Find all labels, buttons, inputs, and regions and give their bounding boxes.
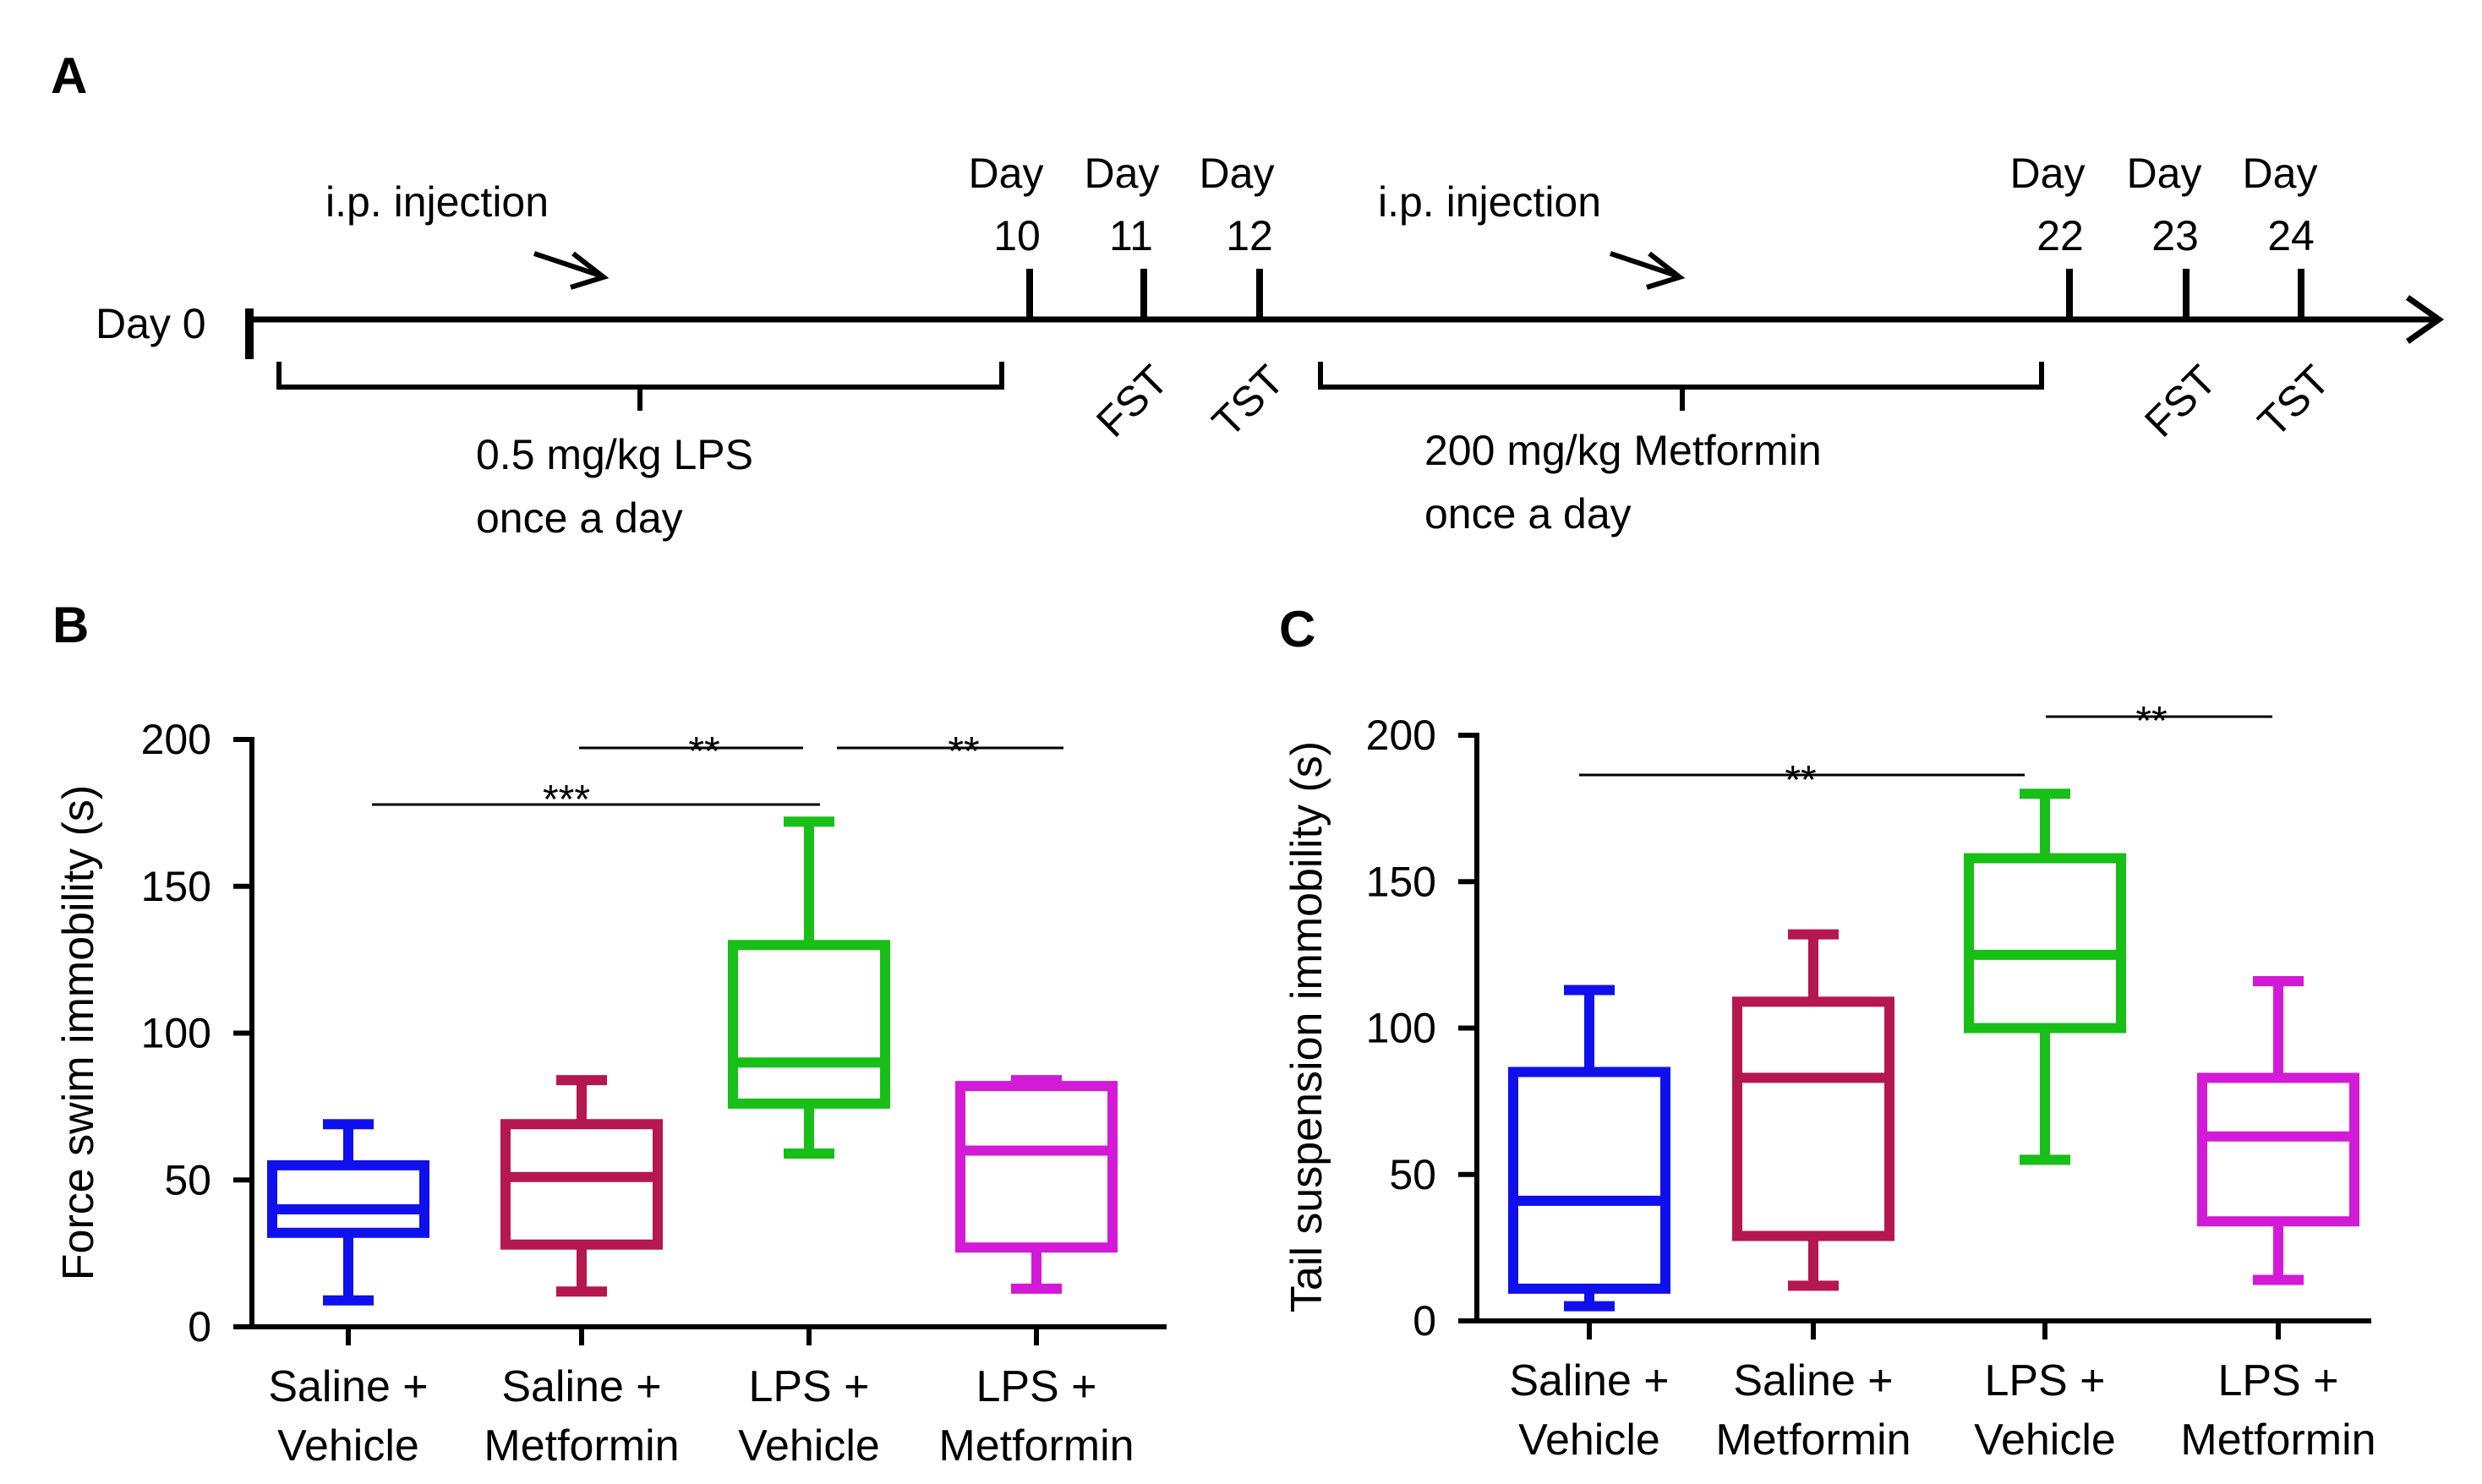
test-label-tst-2: TST (2249, 356, 2338, 445)
box-iqr (955, 1081, 1118, 1253)
box-iqr (1508, 1067, 1670, 1294)
day-label-number: 23 (2151, 212, 2199, 259)
day-label-number: 10 (993, 212, 1041, 259)
injection-arrow-metformin (1610, 251, 1686, 290)
x-tick-label: Vehicle (277, 1421, 419, 1470)
x-tick-label: Saline + (501, 1362, 661, 1411)
injection-label-lps: i.p. injection (325, 178, 549, 226)
x-tick-label: LPS + (1984, 1356, 2105, 1405)
box-saline-vehicle (267, 1119, 429, 1306)
y-tick-label: 100 (1366, 1005, 1436, 1052)
y-tick-label: 0 (1413, 1297, 1436, 1345)
box-iqr (500, 1119, 663, 1250)
x-tick-label: Metformin (1715, 1416, 1911, 1465)
timeline-arrowhead (2405, 295, 2445, 344)
panel-label-c: C (1279, 601, 1315, 657)
x-tick-label: Vehicle (1974, 1416, 2116, 1465)
y-tick-label: 150 (141, 863, 211, 910)
day-label-top: Day (969, 150, 1044, 197)
x-tick-label: Metformin (938, 1421, 1134, 1470)
box-lps-vehicle (1964, 788, 2126, 1165)
box-lps-vehicle (728, 816, 890, 1159)
bracket-lps (276, 362, 1004, 390)
treatment-metformin-dose: 200 mg/kg Metformin (1424, 427, 1822, 474)
x-tick-label: Vehicle (738, 1421, 880, 1470)
treatment-metformin-frequency: once a day (1424, 490, 1632, 537)
day-label-top: Day (2010, 150, 2086, 197)
panel-label-b: B (52, 597, 89, 653)
bracket-metformin (1318, 362, 2044, 390)
box-iqr (267, 1159, 429, 1238)
panel-label-a: A (51, 47, 87, 104)
day-label-top: Day (2127, 150, 2202, 197)
box-iqr (2197, 1072, 2359, 1227)
significance-label: ** (2135, 699, 2167, 744)
box-saline-metformin (500, 1075, 663, 1297)
box-iqr (1732, 996, 1894, 1241)
significance-label: ** (1785, 758, 1816, 803)
significance-label: ** (948, 729, 979, 774)
x-tick-label: LPS + (2217, 1356, 2338, 1405)
treatment-lps-frequency: once a day (476, 494, 683, 542)
treatment-lps-dose: 0.5 mg/kg LPS (476, 431, 753, 478)
x-tick-label: Vehicle (1518, 1416, 1660, 1465)
injection-label-metformin: i.p. injection (1378, 178, 1601, 226)
box-iqr (728, 940, 890, 1109)
y-tick-label: 50 (164, 1156, 211, 1203)
x-tick-label: Metformin (2180, 1416, 2375, 1465)
chart-force-swim: B Force swim immobility (s) 0 50 100 150 200 S… (52, 597, 1167, 1470)
injection-arrow-lps (533, 251, 610, 290)
y-tick-label: 200 (1366, 712, 1436, 759)
x-tick-label: Saline + (268, 1362, 428, 1411)
day-label-number: 11 (1109, 212, 1153, 259)
day-label-number: 24 (2267, 212, 2315, 259)
significance-label: ** (688, 729, 719, 774)
test-label-fst-2: FST (2135, 356, 2225, 445)
timeline-start-label: Day 0 (96, 300, 206, 347)
x-tick-label: Saline + (1733, 1356, 1893, 1405)
x-tick-label: Saline + (1509, 1356, 1669, 1405)
y-tick-label: 50 (1389, 1151, 1436, 1198)
day-label-number: 22 (2036, 212, 2084, 259)
day-label-top: Day (2243, 150, 2318, 197)
box-lps-metformin (955, 1075, 1118, 1294)
day-label-number: 12 (1226, 212, 1273, 259)
significance-label: *** (543, 777, 590, 822)
test-label-tst-1: TST (1203, 356, 1293, 445)
box-iqr (1964, 853, 2126, 1034)
y-tick-label: 150 (1366, 858, 1436, 905)
box-saline-metformin (1732, 929, 1894, 1291)
test-label-fst-1: FST (1087, 356, 1177, 445)
timeline: A Day 0 Day 10 Day 11 Day 12 Day 22 Day … (51, 47, 2445, 542)
x-tick-label: Metformin (484, 1421, 679, 1470)
y-axis-label: Force swim immobility (s) (54, 785, 103, 1280)
box-lps-metformin (2197, 976, 2359, 1285)
x-tick-label: LPS + (748, 1362, 869, 1411)
box-saline-vehicle (1508, 985, 1670, 1312)
day-labels: Day 10 Day 11 Day 12 Day 22 Day 23 Day 2… (969, 150, 2318, 259)
x-tick-label: LPS + (976, 1362, 1096, 1411)
y-tick-label: 0 (188, 1303, 211, 1350)
day-label-top: Day (1085, 150, 1160, 197)
day-ticks (1026, 269, 2304, 319)
y-tick-label: 100 (141, 1010, 211, 1057)
day-label-top: Day (1200, 150, 1275, 197)
y-axis-label: Tail suspension immobility (s) (1282, 741, 1331, 1312)
chart-tail-suspension: C Tail suspension immobility (s) 0 50 100 15… (1279, 601, 2376, 1465)
y-tick-label: 200 (141, 716, 211, 763)
